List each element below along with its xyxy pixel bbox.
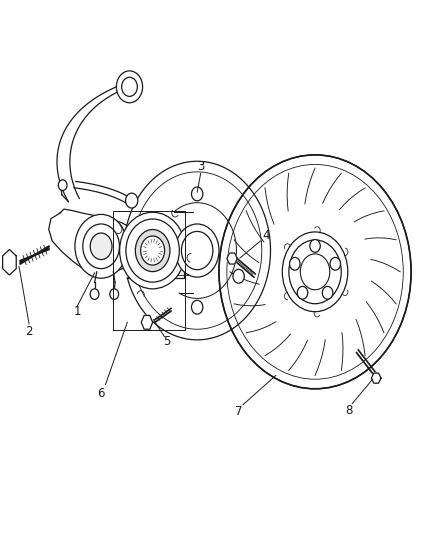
Circle shape	[122, 77, 138, 96]
Circle shape	[310, 239, 320, 252]
Circle shape	[300, 254, 330, 290]
Text: 2: 2	[25, 325, 33, 338]
Circle shape	[289, 240, 341, 304]
Circle shape	[191, 187, 203, 201]
Circle shape	[330, 257, 340, 270]
Polygon shape	[371, 373, 381, 383]
Text: 7: 7	[235, 405, 242, 417]
Circle shape	[283, 232, 348, 312]
Text: 4: 4	[262, 229, 270, 242]
Circle shape	[135, 230, 170, 272]
Circle shape	[117, 71, 143, 103]
Circle shape	[110, 289, 119, 300]
Polygon shape	[141, 316, 152, 329]
Circle shape	[181, 231, 213, 270]
Ellipse shape	[120, 212, 186, 289]
Circle shape	[83, 224, 120, 269]
Circle shape	[191, 300, 203, 314]
Circle shape	[233, 269, 244, 283]
Text: 1: 1	[73, 305, 81, 318]
Circle shape	[290, 257, 300, 270]
Text: 6: 6	[97, 386, 105, 400]
Ellipse shape	[126, 219, 179, 282]
Circle shape	[126, 193, 138, 208]
Circle shape	[147, 233, 155, 244]
Text: 8: 8	[346, 403, 353, 416]
Circle shape	[90, 233, 112, 260]
Polygon shape	[227, 253, 237, 264]
Circle shape	[297, 286, 308, 299]
Circle shape	[322, 286, 333, 299]
Text: 3: 3	[197, 160, 205, 173]
Polygon shape	[3, 249, 16, 275]
Circle shape	[175, 224, 219, 277]
Circle shape	[75, 214, 127, 278]
Text: 5: 5	[163, 335, 170, 349]
Circle shape	[219, 155, 411, 389]
Circle shape	[141, 236, 165, 265]
Circle shape	[58, 180, 67, 190]
Circle shape	[90, 289, 99, 300]
